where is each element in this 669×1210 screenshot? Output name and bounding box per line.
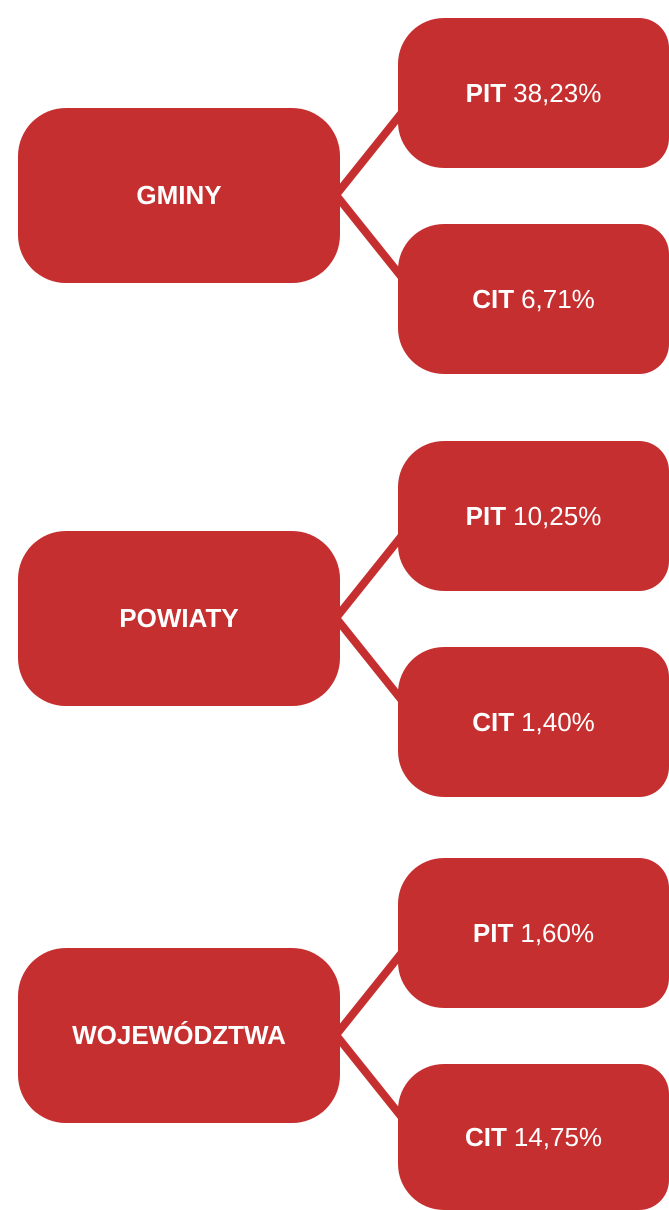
tax-share: 38,23% [513, 77, 602, 108]
group-name: POWIATY [119, 603, 239, 633]
tax-name: CIT [472, 283, 515, 314]
tax-box: CIT 6,71% [398, 224, 669, 374]
tax-share: 14,75% [513, 1121, 603, 1152]
connector [332, 947, 408, 1038]
tax-share: 1,40% [521, 706, 595, 737]
connector [332, 107, 408, 198]
group-name: GMINY [136, 180, 222, 210]
tax-box: CIT 14,75% [398, 1064, 669, 1210]
group-box: WOJEWÓDZTWA [18, 948, 340, 1123]
tax-share: 1,60% [520, 917, 595, 948]
tax-box: PIT 10,25% [398, 441, 669, 591]
connector [332, 1032, 408, 1123]
tax-name: CIT [472, 706, 515, 737]
group-box: GMINY [18, 108, 340, 283]
connector [332, 192, 408, 283]
tax-name: PIT [465, 77, 507, 108]
tax-box: CIT 1,40% [398, 647, 669, 797]
tax-share: 10,25% [513, 500, 602, 531]
connector [332, 530, 408, 621]
tax-name: PIT [465, 500, 507, 531]
tax-share: 6,71% [521, 283, 595, 314]
tax-name: CIT [464, 1121, 507, 1152]
tax-box: PIT 38,23% [398, 18, 669, 168]
tax-box: PIT 1,60% [398, 858, 669, 1008]
group-box: POWIATY [18, 531, 340, 706]
group-name: WOJEWÓDZTWA [72, 1020, 286, 1050]
connector [332, 615, 408, 706]
tax-name: PIT [472, 917, 514, 948]
